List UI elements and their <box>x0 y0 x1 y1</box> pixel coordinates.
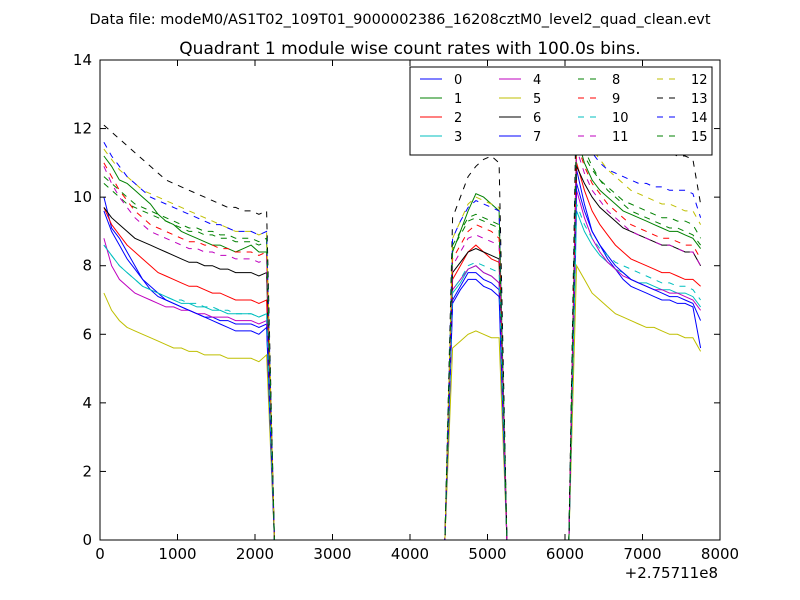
y-tick-label: 8 <box>82 257 92 275</box>
legend-label-12: 12 <box>691 73 708 88</box>
legend-label-13: 13 <box>691 92 708 107</box>
legend-label-14: 14 <box>691 111 708 126</box>
chart-title: Quadrant 1 module wise count rates with … <box>179 39 640 59</box>
series-line-15 <box>103 135 702 541</box>
x-tick-label: 8000 <box>701 545 739 563</box>
legend-label-9: 9 <box>612 92 620 107</box>
y-tick-label: 6 <box>82 325 92 343</box>
legend-label-2: 2 <box>454 111 462 126</box>
legend-label-6: 6 <box>533 111 541 126</box>
x-tick-label: 5000 <box>468 545 506 563</box>
legend-label-5: 5 <box>533 92 541 107</box>
legend-label-1: 1 <box>454 92 462 107</box>
legend-label-15: 15 <box>691 130 708 145</box>
legend-box <box>409 66 713 156</box>
legend-label-0: 0 <box>454 73 462 88</box>
y-tick-label: 4 <box>82 394 92 412</box>
y-tick-label: 0 <box>82 531 92 549</box>
legend-label-7: 7 <box>533 130 541 145</box>
legend-label-10: 10 <box>612 111 629 126</box>
x-tick-label: 1000 <box>158 545 196 563</box>
y-tick-label: 10 <box>73 188 92 206</box>
legend-label-3: 3 <box>454 130 462 145</box>
y-tick-label: 2 <box>82 462 92 480</box>
x-tick-label: 3000 <box>313 545 351 563</box>
x-tick-label: 4000 <box>391 545 429 563</box>
data-file-label: Data file: modeM0/AS1T02_109T01_90000023… <box>89 12 710 28</box>
legend-label-11: 11 <box>612 130 629 145</box>
y-tick-label: 14 <box>73 51 92 69</box>
x-tick-label: 7000 <box>623 545 661 563</box>
x-tick-label: 2000 <box>236 545 274 563</box>
legend-label-8: 8 <box>612 73 620 88</box>
axes: 0 1000 2000 3000 4000 5000 6000 7000 80000246810… <box>73 51 739 563</box>
x-tick-label: 0 <box>95 545 105 563</box>
y-tick-label: 12 <box>73 120 92 138</box>
legend-label-4: 4 <box>533 73 541 88</box>
x-tick-label: 6000 <box>546 545 584 563</box>
x-offset-label: +2.75711e8 <box>625 564 718 582</box>
